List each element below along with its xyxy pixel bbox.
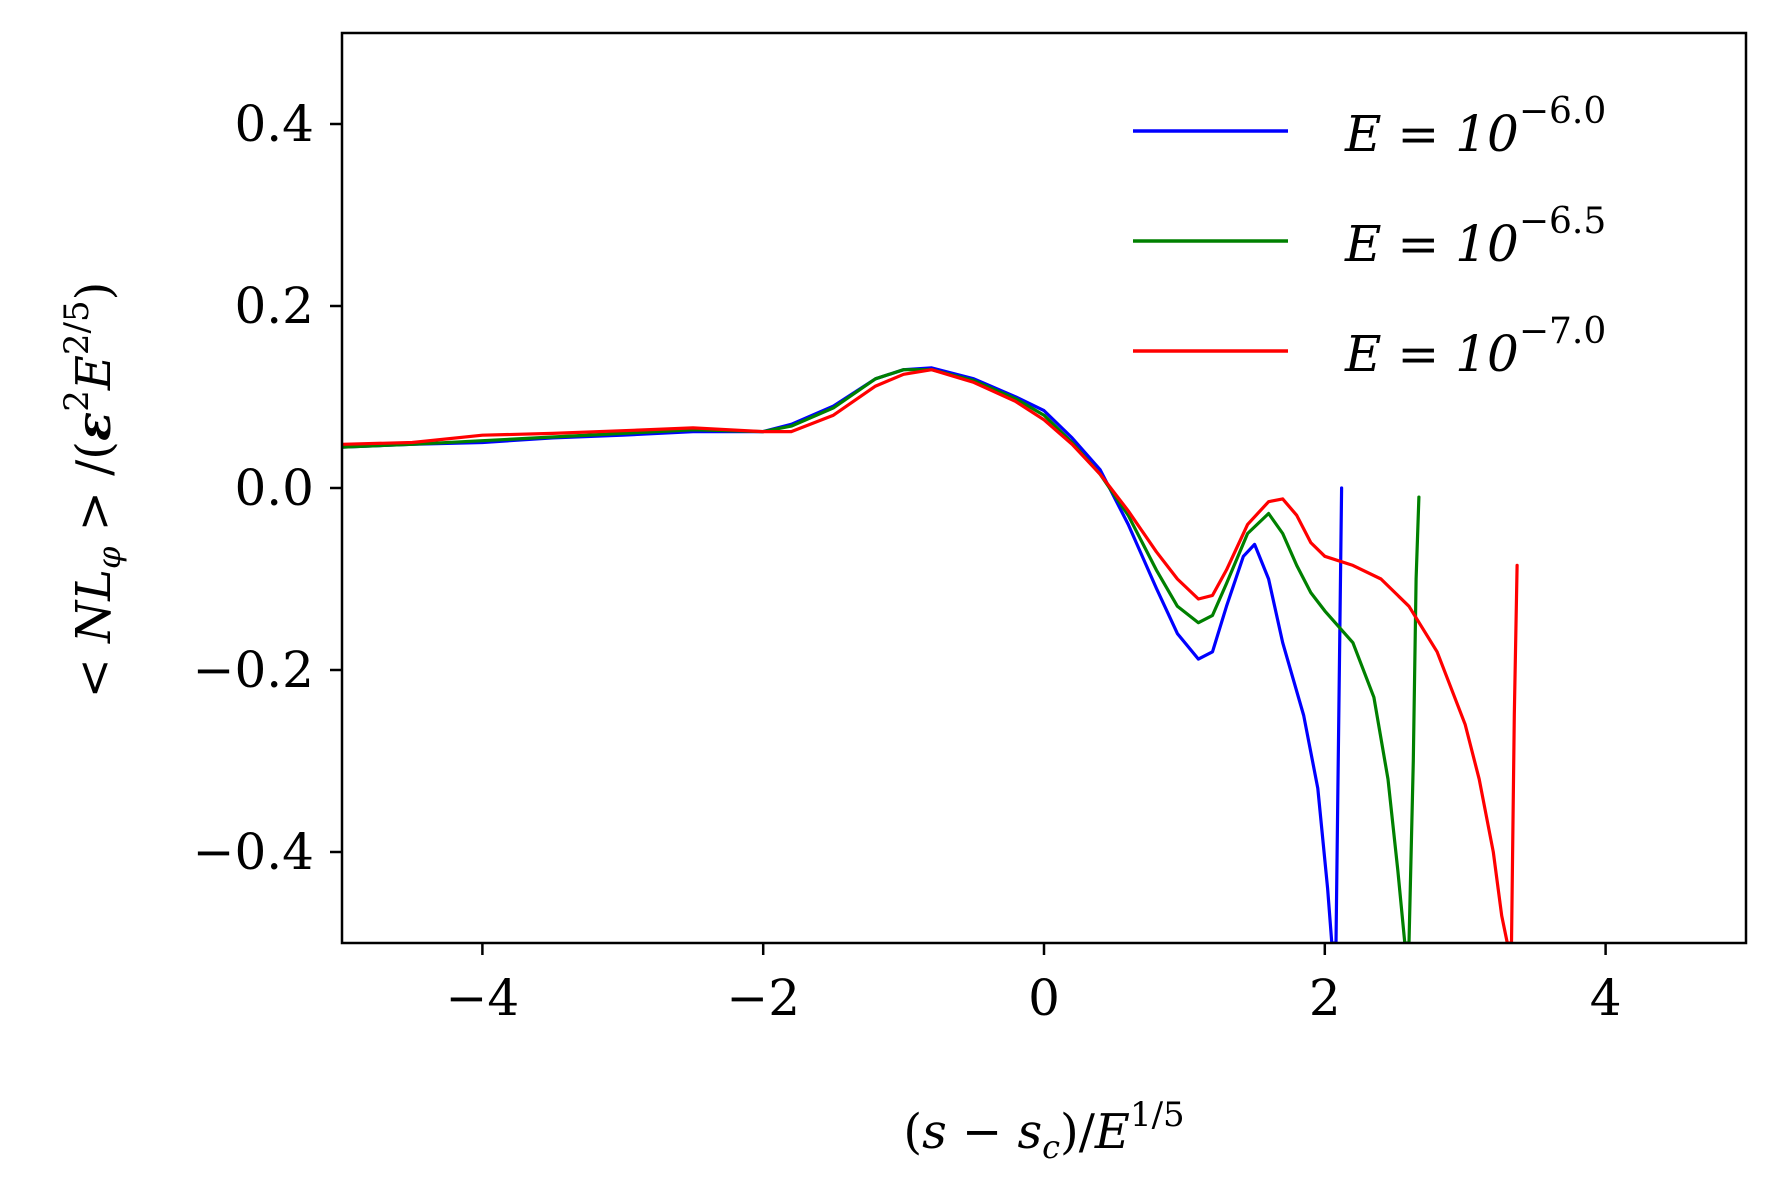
y-axis: 0.4 0.2 0.0 −0.2 −0.4 — [193, 95, 342, 881]
y-axis-label: < NLφ > /(ε2E2/5) — [57, 282, 128, 699]
x-tick-label: −2 — [726, 969, 800, 1027]
series-line-1 — [342, 366, 1344, 943]
x-tick-label: 4 — [1590, 969, 1622, 1027]
y-tick-label: 0.4 — [234, 95, 314, 153]
y-tick-label: 0.2 — [234, 277, 314, 335]
y-tick-label: 0.0 — [234, 459, 314, 517]
plot-lines — [342, 366, 1519, 943]
plot-frame — [340, 31, 1748, 945]
legend: E = 10−6.0 E = 10−6.5 E = 10−7.0 — [1133, 91, 1606, 383]
legend-label-2: E = 10−6.5 — [1344, 201, 1606, 273]
legend-label-3: E = 10−7.0 — [1344, 311, 1606, 383]
series-line-2 — [342, 368, 1421, 943]
x-tick-label: 2 — [1309, 969, 1341, 1027]
x-axis-label: (s − sc)/E1/5 — [903, 1095, 1184, 1166]
x-axis: −4 −2 0 2 4 — [446, 943, 1622, 1027]
legend-label-1: E = 10−6.0 — [1344, 91, 1606, 163]
x-tick-label: −4 — [446, 969, 520, 1027]
series-line-3 — [342, 368, 1519, 943]
y-tick-label: −0.4 — [193, 823, 314, 881]
x-tick-label: 0 — [1028, 969, 1060, 1027]
y-tick-label: −0.2 — [193, 641, 314, 699]
